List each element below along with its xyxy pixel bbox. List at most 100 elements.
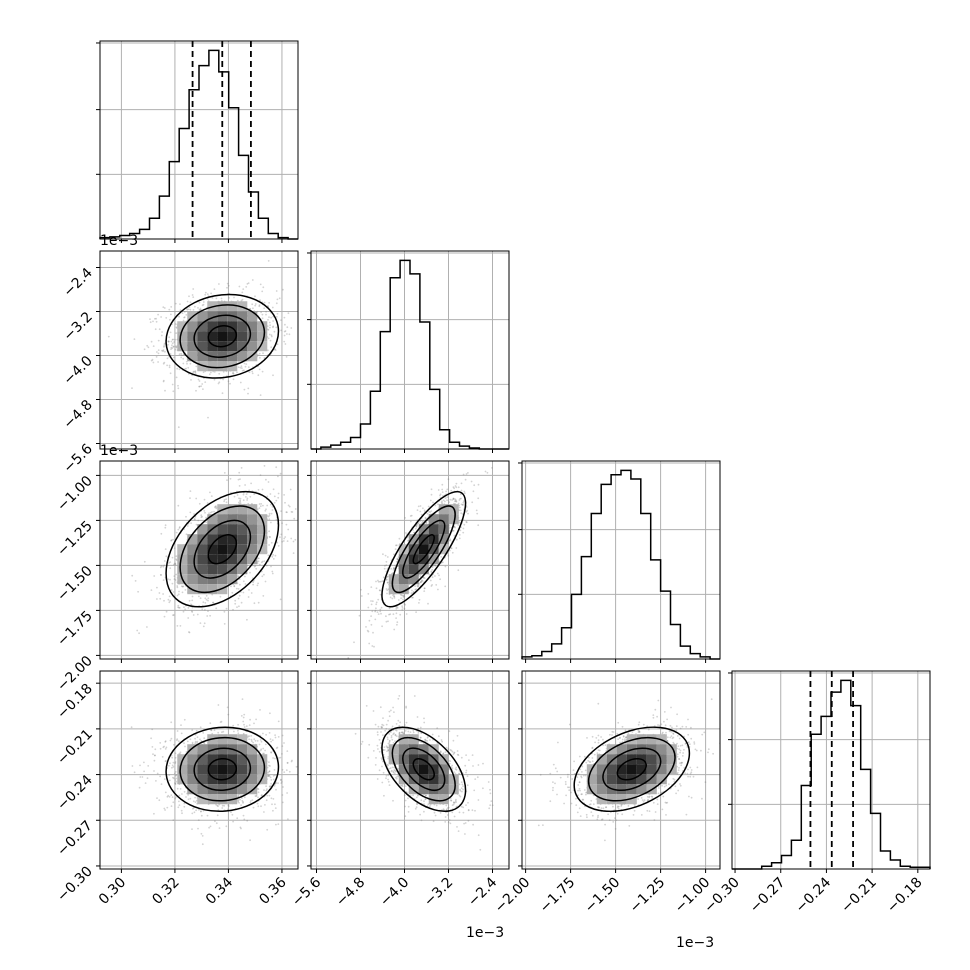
scatter-point — [371, 645, 374, 647]
scatter-point — [455, 547, 458, 549]
scatter-point — [265, 313, 267, 316]
scatter-point — [231, 372, 234, 375]
scatter-point — [449, 539, 452, 542]
scatter-point — [225, 498, 228, 501]
scatter-point — [177, 593, 180, 596]
scatter-point — [237, 795, 240, 798]
scatter-point — [367, 606, 370, 609]
scatter-point — [172, 538, 174, 541]
scatter-point — [418, 582, 421, 585]
scatter-point — [181, 793, 183, 795]
scatter-point — [178, 606, 180, 609]
scatter-point — [437, 489, 440, 491]
scatter-point — [454, 498, 457, 501]
scatter-point — [370, 615, 372, 617]
scatter-point — [386, 592, 388, 595]
density-cell — [237, 544, 248, 555]
scatter-point — [204, 291, 207, 294]
density-cell — [207, 514, 218, 525]
scatter-point — [253, 565, 256, 568]
scatter-point — [203, 498, 206, 501]
scatter-point — [173, 743, 175, 746]
scatter-point — [396, 558, 399, 561]
scatter-point — [160, 532, 163, 535]
scatter-point — [163, 778, 166, 780]
scatter-point — [227, 713, 230, 716]
scatter-point — [245, 363, 248, 365]
scatter-point — [261, 317, 264, 320]
scatter-point — [241, 698, 244, 700]
scatter-point — [190, 603, 192, 606]
scatter-point — [269, 785, 271, 788]
scatter-point — [178, 526, 181, 528]
scatter-point — [213, 510, 215, 513]
scatter-point — [470, 480, 473, 483]
scatter-point — [214, 505, 217, 508]
density-cell — [197, 584, 208, 595]
scatter-point — [175, 376, 178, 379]
scatter-point — [264, 580, 267, 583]
scatter-point — [402, 594, 404, 597]
scatter-point — [377, 613, 380, 615]
scatter-point — [247, 596, 250, 598]
scatter-point — [373, 645, 375, 648]
density-cell — [257, 534, 268, 545]
scatter-point — [245, 493, 248, 495]
scatter-point — [416, 509, 419, 511]
scatter-point — [267, 554, 270, 557]
scatter-point — [459, 509, 462, 512]
scatter-point — [415, 524, 418, 527]
scatter-point — [159, 747, 162, 750]
scatter-point — [171, 344, 173, 347]
scatter-point — [195, 799, 198, 802]
scatter-point — [133, 338, 136, 340]
scatter-point — [417, 505, 420, 508]
scatter-point — [477, 497, 480, 500]
scatter-point — [174, 782, 177, 785]
scatter-point — [378, 589, 381, 592]
scatter-point — [419, 581, 422, 584]
scatter-point — [454, 526, 456, 529]
scatter-point — [169, 578, 171, 581]
scatter-point — [172, 591, 175, 593]
scatter-point — [274, 348, 276, 351]
scatter-point — [240, 715, 243, 717]
scatter-point — [424, 516, 427, 519]
scatter-point — [276, 541, 279, 544]
scatter-point — [256, 584, 259, 587]
scatter-point — [392, 613, 395, 616]
density-cell — [187, 554, 198, 565]
scatter-point — [271, 306, 274, 309]
scatter-point — [452, 498, 455, 501]
scatter-point — [146, 777, 149, 780]
scatter-point — [170, 306, 173, 308]
scatter-point — [161, 349, 163, 352]
scatter-point — [392, 594, 394, 596]
scatter-point — [270, 521, 272, 524]
scatter-point — [216, 804, 219, 807]
scatter-point — [279, 598, 282, 601]
scatter-point — [393, 595, 396, 597]
density-cell — [408, 534, 419, 545]
scatter-point — [253, 722, 255, 725]
scatter-point — [188, 599, 191, 602]
scatter-point — [419, 575, 421, 578]
scatter-point — [238, 501, 240, 504]
density-cell — [237, 524, 248, 535]
scatter-point — [189, 362, 192, 365]
scatter-point — [176, 594, 179, 597]
density-cell — [217, 544, 228, 555]
scatter-point — [380, 606, 383, 609]
scatter-point — [452, 529, 455, 532]
contour-line — [179, 304, 266, 369]
scatter-point — [462, 500, 465, 503]
scatter-point — [458, 534, 461, 536]
scatter-point — [170, 589, 173, 591]
density-cell — [187, 534, 198, 545]
scatter-point — [174, 562, 176, 565]
scatter-point — [283, 330, 286, 333]
contour-line — [193, 314, 252, 358]
scatter-point — [268, 316, 270, 318]
scatter-point — [152, 361, 155, 364]
